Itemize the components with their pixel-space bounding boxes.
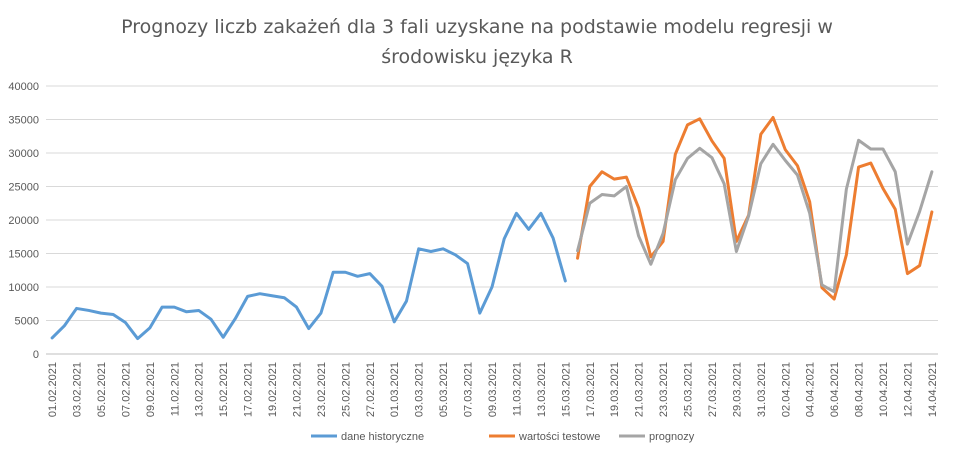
x-tick-label: 11.03.2021	[511, 362, 523, 416]
y-tick-label: 20000	[8, 215, 39, 227]
x-tick-label: 21.03.2021	[634, 362, 646, 417]
x-tick-label: 25.02.2021	[340, 362, 352, 417]
x-tick-label: 06.04.2021	[829, 362, 841, 417]
x-tick-label: 05.03.2021	[438, 362, 450, 417]
y-tick-label: 25000	[8, 182, 39, 194]
x-tick-label: 21.02.2021	[291, 362, 303, 417]
x-tick-label: 27.02.2021	[365, 362, 377, 417]
chart-title-line-1: Prognozy liczb zakażeń dla 3 fali uzyska…	[121, 16, 833, 38]
y-tick-label: 40000	[8, 81, 39, 93]
y-tick-label: 30000	[8, 148, 39, 160]
x-tick-label: 01.02.2021	[47, 362, 59, 417]
y-tick-label: 35000	[8, 115, 39, 127]
y-tick-label: 15000	[8, 249, 39, 261]
x-tick-label: 13.02.2021	[194, 362, 206, 417]
legend-label-1: dane historyczne	[341, 431, 424, 443]
x-tick-label: 03.03.2021	[414, 362, 426, 417]
x-tick-label: 31.03.2021	[756, 362, 768, 417]
x-tick-label: 17.03.2021	[585, 362, 597, 417]
x-tick-label: 15.03.2021	[560, 362, 572, 417]
series-line-2	[576, 115, 934, 301]
x-tick-label: 07.02.2021	[120, 362, 132, 417]
x-tick-label: 13.03.2021	[536, 362, 548, 417]
x-tick-label: 11.02.2021	[169, 362, 181, 416]
series-line-1	[50, 211, 567, 341]
x-tick-label: 23.02.2021	[316, 362, 328, 417]
x-tick-label: 10.04.2021	[878, 362, 890, 417]
chart-title: Prognozy liczb zakażeń dla 3 fali uzyska…	[0, 12, 954, 72]
x-tick-label: 02.04.2021	[780, 362, 792, 417]
x-tick-label: 01.03.2021	[389, 362, 401, 417]
x-tick-label: 05.02.2021	[96, 362, 108, 417]
x-tick-label: 29.03.2021	[731, 362, 743, 417]
series-line-3	[576, 138, 934, 294]
x-tick-label: 04.04.2021	[805, 362, 817, 417]
y-tick-label: 10000	[8, 282, 39, 294]
x-tick-label: 25.03.2021	[683, 362, 695, 417]
chart-title-line-2: środowisku języka R	[381, 46, 573, 68]
x-tick-label: 27.03.2021	[707, 362, 719, 417]
x-tick-label: 09.02.2021	[145, 362, 157, 417]
x-tick-label: 12.04.2021	[902, 362, 914, 417]
legend-label-2: wartości testowe	[518, 431, 600, 443]
y-tick-label: 0	[33, 349, 39, 361]
y-tick-label: 5000	[15, 316, 39, 328]
x-tick-label: 09.03.2021	[487, 362, 499, 417]
x-tick-label: 19.02.2021	[267, 362, 279, 417]
x-tick-label: 17.02.2021	[243, 362, 255, 417]
legend-label-3: prognozy	[649, 431, 695, 443]
x-tick-label: 23.03.2021	[658, 362, 670, 417]
x-tick-label: 07.03.2021	[463, 362, 475, 417]
x-tick-label: 15.02.2021	[218, 362, 230, 417]
x-tick-label: 14.04.2021	[927, 362, 939, 417]
x-tick-label: 03.02.2021	[72, 362, 84, 417]
x-tick-label: 19.03.2021	[609, 362, 621, 417]
x-tick-label: 08.04.2021	[854, 362, 866, 417]
